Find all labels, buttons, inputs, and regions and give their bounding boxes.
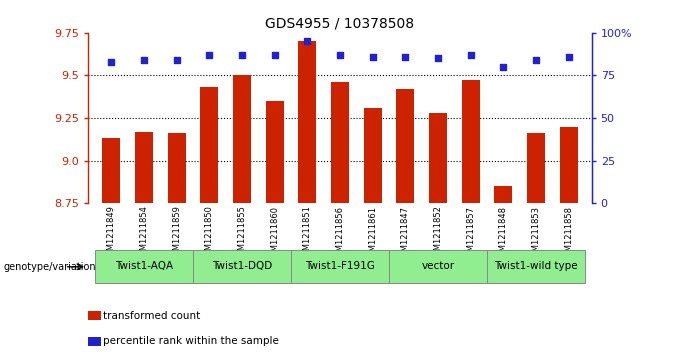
Bar	[266, 101, 284, 203]
Text: GSM1211847: GSM1211847	[401, 205, 410, 262]
Point	[335, 52, 345, 58]
Bar	[331, 82, 349, 203]
Bar	[494, 186, 512, 203]
Text: GSM1211861: GSM1211861	[368, 205, 377, 262]
Text: genotype/variation: genotype/variation	[3, 262, 96, 272]
Text: percentile rank within the sample: percentile rank within the sample	[103, 336, 279, 346]
Bar	[299, 41, 316, 203]
Text: vector: vector	[422, 261, 455, 271]
Text: Twist1-F191G: Twist1-F191G	[305, 261, 375, 271]
Point	[530, 57, 541, 63]
Bar	[487, 250, 585, 283]
Bar	[102, 138, 120, 203]
Text: GSM1211856: GSM1211856	[335, 205, 345, 262]
Bar	[429, 113, 447, 203]
Bar	[462, 81, 479, 203]
Text: transformed count: transformed count	[103, 311, 201, 321]
Bar	[396, 89, 414, 203]
Text: GSM1211857: GSM1211857	[466, 205, 475, 262]
Bar	[168, 133, 186, 203]
Point	[269, 52, 280, 58]
Point	[204, 52, 215, 58]
Bar	[560, 127, 578, 203]
Text: GSM1211855: GSM1211855	[237, 205, 246, 261]
Text: Twist1-AQA: Twist1-AQA	[115, 261, 173, 271]
Text: Twist1-DQD: Twist1-DQD	[212, 261, 272, 271]
Point	[432, 55, 443, 61]
Bar	[527, 133, 545, 203]
Bar	[193, 250, 291, 283]
Point	[302, 38, 313, 44]
Text: GSM1211852: GSM1211852	[434, 205, 443, 261]
Point	[400, 54, 411, 60]
Bar	[364, 108, 381, 203]
Text: GSM1211853: GSM1211853	[532, 205, 541, 262]
Title: GDS4955 / 10378508: GDS4955 / 10378508	[265, 16, 415, 30]
Text: GSM1211854: GSM1211854	[139, 205, 148, 261]
Point	[498, 64, 509, 70]
Text: GSM1211849: GSM1211849	[107, 205, 116, 261]
Text: Twist1-wild type: Twist1-wild type	[494, 261, 578, 271]
Point	[465, 52, 476, 58]
Point	[171, 57, 182, 63]
Bar	[291, 250, 389, 283]
Bar	[389, 250, 487, 283]
Point	[237, 52, 248, 58]
Bar	[201, 87, 218, 203]
Text: GSM1211851: GSM1211851	[303, 205, 312, 261]
Point	[563, 54, 574, 60]
Point	[367, 54, 378, 60]
Bar	[95, 250, 193, 283]
Bar	[233, 75, 251, 203]
Text: GSM1211860: GSM1211860	[270, 205, 279, 262]
Text: GSM1211859: GSM1211859	[172, 205, 181, 261]
Text: GSM1211848: GSM1211848	[499, 205, 508, 262]
Bar	[135, 132, 153, 203]
Text: GSM1211850: GSM1211850	[205, 205, 214, 261]
Text: GSM1211858: GSM1211858	[564, 205, 573, 262]
Point	[106, 59, 117, 65]
Point	[139, 57, 150, 63]
